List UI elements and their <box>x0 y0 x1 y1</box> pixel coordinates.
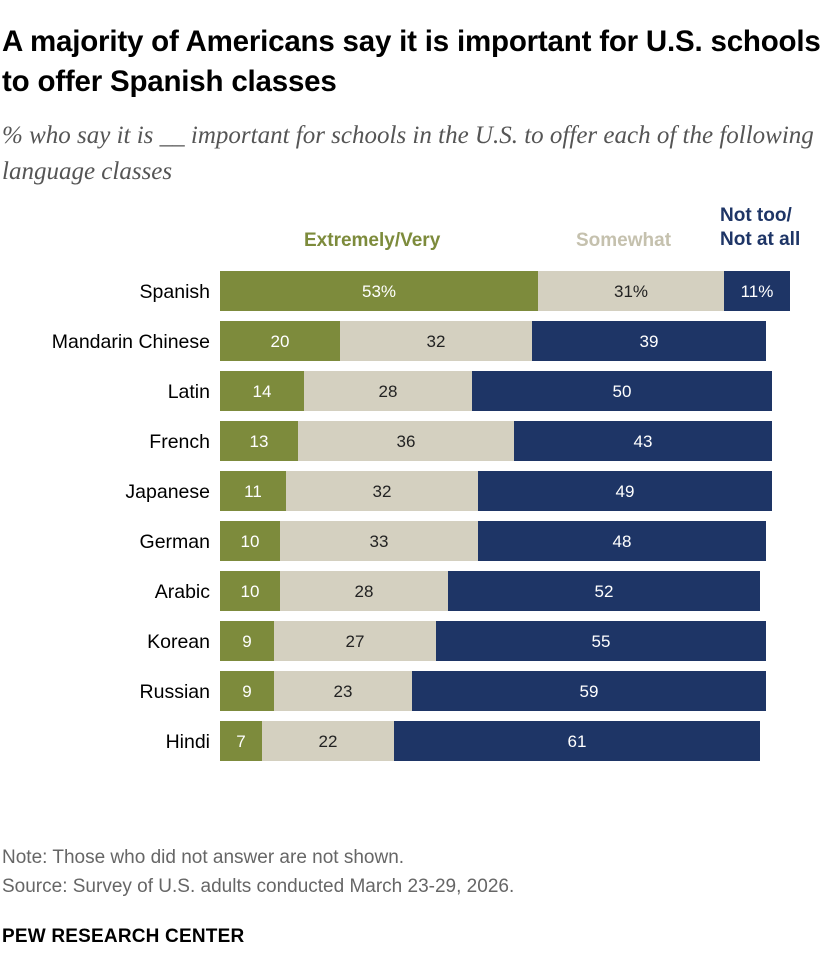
category-label-french: French <box>149 431 210 453</box>
bar-german-somewhat <box>280 521 478 561</box>
value-label-german-somewhat: 33 <box>370 532 389 551</box>
bar-french-not-too <box>514 421 772 461</box>
value-label-mandarin-chinese-not-too: 39 <box>640 332 659 351</box>
bar-hindi-somewhat <box>262 721 394 761</box>
value-label-latin-not-too: 50 <box>613 382 632 401</box>
category-label-russian: Russian <box>140 681 210 703</box>
bar-french-extremely-very <box>220 421 298 461</box>
value-label-russian-not-too: 59 <box>580 682 599 701</box>
value-label-german-extremely-very: 10 <box>241 532 260 551</box>
stacked-bar-chart: Spanish 53% 31% 11% Mandarin Chinese 20 32 39 La… <box>52 271 790 761</box>
value-label-russian-extremely-very: 9 <box>242 682 251 701</box>
value-label-mandarin-chinese-somewhat: 32 <box>427 332 446 351</box>
bar-arabic-not-too <box>448 571 760 611</box>
bar-japanese-not-too <box>478 471 772 511</box>
chart-title: A majority of Americans say it is import… <box>2 25 821 98</box>
value-label-korean-not-too: 55 <box>592 632 611 651</box>
bar-spanish-not-too <box>724 271 790 311</box>
bar-latin-extremely-very <box>220 371 304 411</box>
category-label-mandarin-chinese: Mandarin Chinese <box>52 331 210 353</box>
bar-german-not-too <box>478 521 766 561</box>
chart-source: Source: Survey of U.S. adults conducted … <box>2 876 515 897</box>
value-label-hindi-extremely-very: 7 <box>236 732 245 751</box>
category-label-hindi: Hindi <box>166 731 210 753</box>
legend-not-too-not-at-all: Not too/ Not at all <box>720 205 801 250</box>
category-label-latin: Latin <box>168 381 210 403</box>
value-label-arabic-somewhat: 28 <box>355 582 374 601</box>
bar-spanish-extremely-very <box>220 271 538 311</box>
value-label-spanish-extremely-very: 53% <box>362 282 396 301</box>
category-label-spanish: Spanish <box>140 281 210 303</box>
value-label-hindi-not-too: 61 <box>568 732 587 751</box>
category-label-german: German <box>140 531 210 553</box>
chart-note: Note: Those who did not answer are not s… <box>2 847 405 868</box>
legend-somewhat: Somewhat <box>576 230 672 251</box>
value-label-korean-extremely-very: 9 <box>242 632 251 651</box>
bar-latin-somewhat <box>304 371 472 411</box>
category-label-arabic: Arabic <box>155 581 211 603</box>
value-label-french-somewhat: 36 <box>397 432 416 451</box>
value-label-arabic-not-too: 52 <box>595 582 614 601</box>
bar-japanese-extremely-very <box>220 471 286 511</box>
bar-arabic-somewhat <box>280 571 448 611</box>
bar-hindi-extremely-very <box>220 721 262 761</box>
bar-mandarin-chinese-extremely-very <box>220 321 340 361</box>
bar-russian-not-too <box>412 671 766 711</box>
bar-korean-extremely-very <box>220 621 274 661</box>
bar-french-somewhat <box>298 421 514 461</box>
bar-korean-not-too <box>436 621 766 661</box>
bar-arabic-extremely-very <box>220 571 280 611</box>
value-label-japanese-somewhat: 32 <box>373 482 392 501</box>
brand-label: PEW RESEARCH CENTER <box>2 926 245 947</box>
bar-hindi-not-too <box>394 721 760 761</box>
value-label-german-not-too: 48 <box>613 532 632 551</box>
category-label-japanese: Japanese <box>125 481 210 503</box>
value-label-korean-somewhat: 27 <box>346 632 365 651</box>
bar-japanese-somewhat <box>286 471 478 511</box>
value-label-hindi-somewhat: 22 <box>319 732 338 751</box>
value-label-mandarin-chinese-extremely-very: 20 <box>271 332 290 351</box>
bar-russian-extremely-very <box>220 671 274 711</box>
bar-mandarin-chinese-not-too <box>532 321 766 361</box>
value-label-japanese-not-too: 49 <box>616 482 635 501</box>
legend-extremely-very: Extremely/Very <box>304 230 441 251</box>
bar-russian-somewhat <box>274 671 412 711</box>
value-label-russian-somewhat: 23 <box>334 682 353 701</box>
value-label-latin-somewhat: 28 <box>379 382 398 401</box>
bar-german-extremely-very <box>220 521 280 561</box>
bar-korean-somewhat <box>274 621 436 661</box>
value-label-latin-extremely-very: 14 <box>253 382 272 401</box>
value-label-spanish-somewhat: 31% <box>614 282 648 301</box>
bar-mandarin-chinese-somewhat <box>340 321 532 361</box>
bar-latin-not-too <box>472 371 772 411</box>
value-label-french-extremely-very: 13 <box>250 432 269 451</box>
value-label-arabic-extremely-very: 10 <box>241 582 260 601</box>
value-label-spanish-not-too: 11% <box>741 282 774 301</box>
value-label-japanese-extremely-very: 11 <box>244 482 262 501</box>
category-label-korean: Korean <box>147 631 210 653</box>
bar-spanish-somewhat <box>538 271 724 311</box>
chart-subtitle: % who say it is __ important for schools… <box>2 122 814 185</box>
value-label-french-not-too: 43 <box>634 432 653 451</box>
